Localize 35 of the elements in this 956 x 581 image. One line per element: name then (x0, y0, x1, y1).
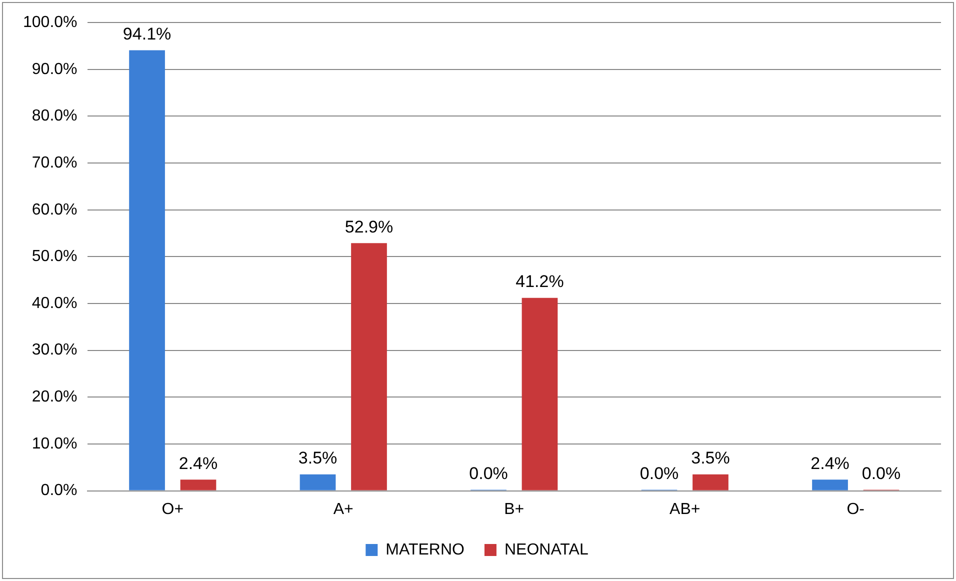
y-tick-label: 40.0% (32, 294, 78, 312)
x-tick-label: B+ (504, 500, 524, 518)
data-label: 3.5% (298, 448, 338, 468)
data-label: 0.0% (862, 464, 901, 483)
bar (351, 243, 387, 490)
y-tick-label: 60.0% (32, 201, 78, 218)
bar (692, 474, 728, 490)
legend-label: NEONATAL (504, 541, 588, 558)
y-tick-label: 100.0% (23, 14, 78, 32)
y-tick-label: 50.0% (32, 248, 78, 266)
bar (812, 480, 848, 490)
data-label: 41.2% (516, 272, 564, 292)
x-tick-label: O- (846, 500, 865, 518)
y-tick-label: 20.0% (32, 388, 78, 406)
y-tick-label: 80.0% (32, 108, 78, 125)
data-label: 0.0% (640, 464, 679, 483)
bar (300, 474, 336, 490)
data-label: 52.9% (344, 217, 394, 236)
bar (180, 480, 216, 490)
data-label: 94.1% (122, 24, 172, 44)
data-label: 3.5% (691, 448, 730, 468)
y-tick-label: 0.0% (40, 482, 78, 500)
data-label: 0.0% (469, 464, 508, 483)
y-tick-label: 90.0% (32, 60, 78, 78)
y-tick-label: 10.0% (32, 435, 78, 452)
bar (129, 50, 165, 490)
x-tick-label: O+ (162, 500, 184, 518)
y-tick-label: 30.0% (32, 342, 78, 359)
y-tick-label: 70.0% (32, 154, 78, 172)
x-tick-label: AB+ (670, 500, 700, 518)
x-tick-label: A+ (333, 500, 354, 518)
legend-label: MATERNO (386, 541, 464, 558)
bar (522, 298, 558, 490)
data-label: 2.4% (178, 454, 218, 473)
data-label: 2.4% (810, 454, 850, 473)
